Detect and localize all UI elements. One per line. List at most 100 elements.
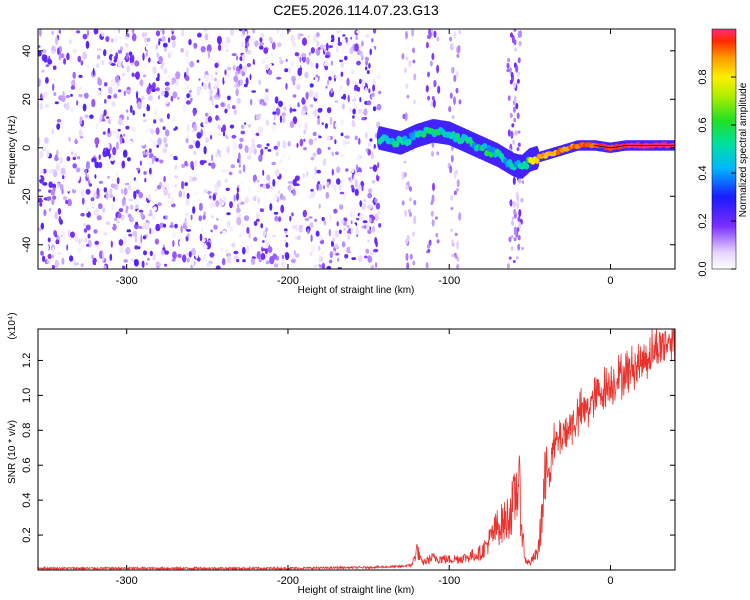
spectrogram-cell xyxy=(521,246,524,251)
spectrogram-cell xyxy=(356,60,361,66)
spectrogram-cell xyxy=(405,184,409,191)
spectrogram-cell xyxy=(451,254,455,257)
spectrogram-cell xyxy=(66,156,71,162)
spectrogram-cell xyxy=(345,168,349,172)
spectrogram-cell xyxy=(507,129,511,137)
spectrogram-cell xyxy=(187,233,190,238)
spectrogram-cell xyxy=(256,113,262,117)
spectrogram-cell xyxy=(268,181,271,186)
spectrogram-cell xyxy=(366,70,370,75)
spectrogram-cell xyxy=(150,139,154,143)
spectrogram-cell xyxy=(91,157,97,164)
spectrogram-cell xyxy=(130,86,134,95)
spectrogram-cell xyxy=(235,70,239,76)
spectrogram-cell xyxy=(342,89,347,94)
spectrogram-cell xyxy=(432,182,435,192)
spectrogram-cell xyxy=(85,188,91,195)
spectrogram-cell xyxy=(509,79,513,85)
spectrogram-cell xyxy=(355,164,359,171)
spectrogram-cell xyxy=(350,220,353,225)
spectrogram-cell xyxy=(351,120,356,128)
spectrogram-cell xyxy=(512,106,516,113)
spectrogram-cell xyxy=(412,260,416,266)
spectrogram-cell xyxy=(87,233,91,239)
spectrogram-cell xyxy=(269,186,274,190)
spectrogram-cell xyxy=(117,117,123,126)
spectrogram-cell xyxy=(132,110,135,116)
spectrogram-cell xyxy=(94,174,97,179)
spectrogram-cell xyxy=(186,257,190,263)
spectrogram-cell xyxy=(134,223,139,230)
spectrogram-cell xyxy=(349,92,352,97)
spectrogram-cell xyxy=(162,42,168,48)
spectrogram-cell xyxy=(101,32,105,37)
spectrogram-cell xyxy=(265,260,270,265)
spectrogram-cell xyxy=(162,126,166,130)
spectrogram-cell xyxy=(356,155,360,161)
spectrogram-cell xyxy=(318,203,321,209)
spectrogram-cell xyxy=(110,48,116,51)
spectrogram-cell xyxy=(240,68,243,75)
spectrogram-cell xyxy=(125,72,130,80)
spectrogram-cell xyxy=(405,83,409,89)
colorbar: 0.0 0.2 0.4 0.6 0.8 Normalized spectral ampl… xyxy=(697,28,749,277)
spectrogram-cell xyxy=(351,80,356,84)
spectrogram-cell xyxy=(143,64,149,69)
spectrogram-cell xyxy=(262,169,265,176)
spectrogram-cell xyxy=(229,29,235,37)
x-tick-label: 0 xyxy=(607,575,613,587)
spectrogram-cell xyxy=(128,216,134,223)
spectrogram-cell xyxy=(73,182,77,191)
spectrogram-cell xyxy=(52,246,55,255)
spectrogram-cell xyxy=(123,90,126,96)
spectrogram-cell xyxy=(138,209,144,213)
spectrogram-cell xyxy=(126,65,131,73)
spectrogram-cell xyxy=(241,224,246,231)
spectrogram-cell xyxy=(118,29,121,34)
spectrogram-cell xyxy=(65,200,69,204)
spectrogram-cell xyxy=(265,119,270,126)
spectrogram-cell xyxy=(182,222,188,231)
spectrogram-cell xyxy=(186,192,190,199)
spectrogram-cell xyxy=(250,98,253,106)
spectrogram-cell xyxy=(111,78,116,87)
spectrogram-cell xyxy=(166,113,170,120)
spectrogram-cell xyxy=(82,51,88,60)
spectrogram-cell xyxy=(328,76,332,81)
spectrogram-cell xyxy=(142,52,145,61)
spectrogram-cell xyxy=(366,162,371,166)
spectrogram-cell xyxy=(63,178,67,183)
spectrogram-cell xyxy=(90,197,95,202)
spectrogram-cell xyxy=(51,198,55,205)
spectrogram-cell xyxy=(222,131,226,137)
spectrogram-cell xyxy=(152,233,155,241)
spectrogram-cell xyxy=(85,161,90,170)
spectrogram-cell xyxy=(369,166,374,170)
spectrogram-cell xyxy=(88,183,93,187)
spectrogram-cell xyxy=(253,148,257,155)
spectrogram-cell xyxy=(263,191,266,200)
spectrogram-cell xyxy=(151,87,156,93)
spectrogram-cell xyxy=(99,250,102,259)
spectrogram-cell xyxy=(337,102,340,111)
spectrogram-cell xyxy=(327,146,331,150)
spectrogram-cell xyxy=(219,197,222,205)
spectrogram-cell xyxy=(116,177,120,185)
spectrogram-cell xyxy=(220,102,225,107)
spectrogram-cell xyxy=(518,221,522,229)
spectrogram-cell xyxy=(281,153,287,159)
spectrogram-cell xyxy=(142,101,148,109)
spectrogram-cell xyxy=(181,163,186,169)
spectrogram-cell xyxy=(126,116,129,121)
spectrogram-cell xyxy=(163,188,169,196)
spectrogram-cell xyxy=(59,120,65,129)
spectrogram-cell xyxy=(84,92,89,99)
spectrogram-cell xyxy=(449,36,453,42)
spectrogram-cell xyxy=(346,234,351,240)
spectrogram-cell xyxy=(225,187,230,191)
spectrogram-cell xyxy=(512,139,516,145)
spectrogram-cell xyxy=(456,240,460,250)
spectrogram-cell xyxy=(251,143,256,149)
spectrogram-cell xyxy=(354,135,358,141)
spectrogram-cell xyxy=(131,43,136,48)
